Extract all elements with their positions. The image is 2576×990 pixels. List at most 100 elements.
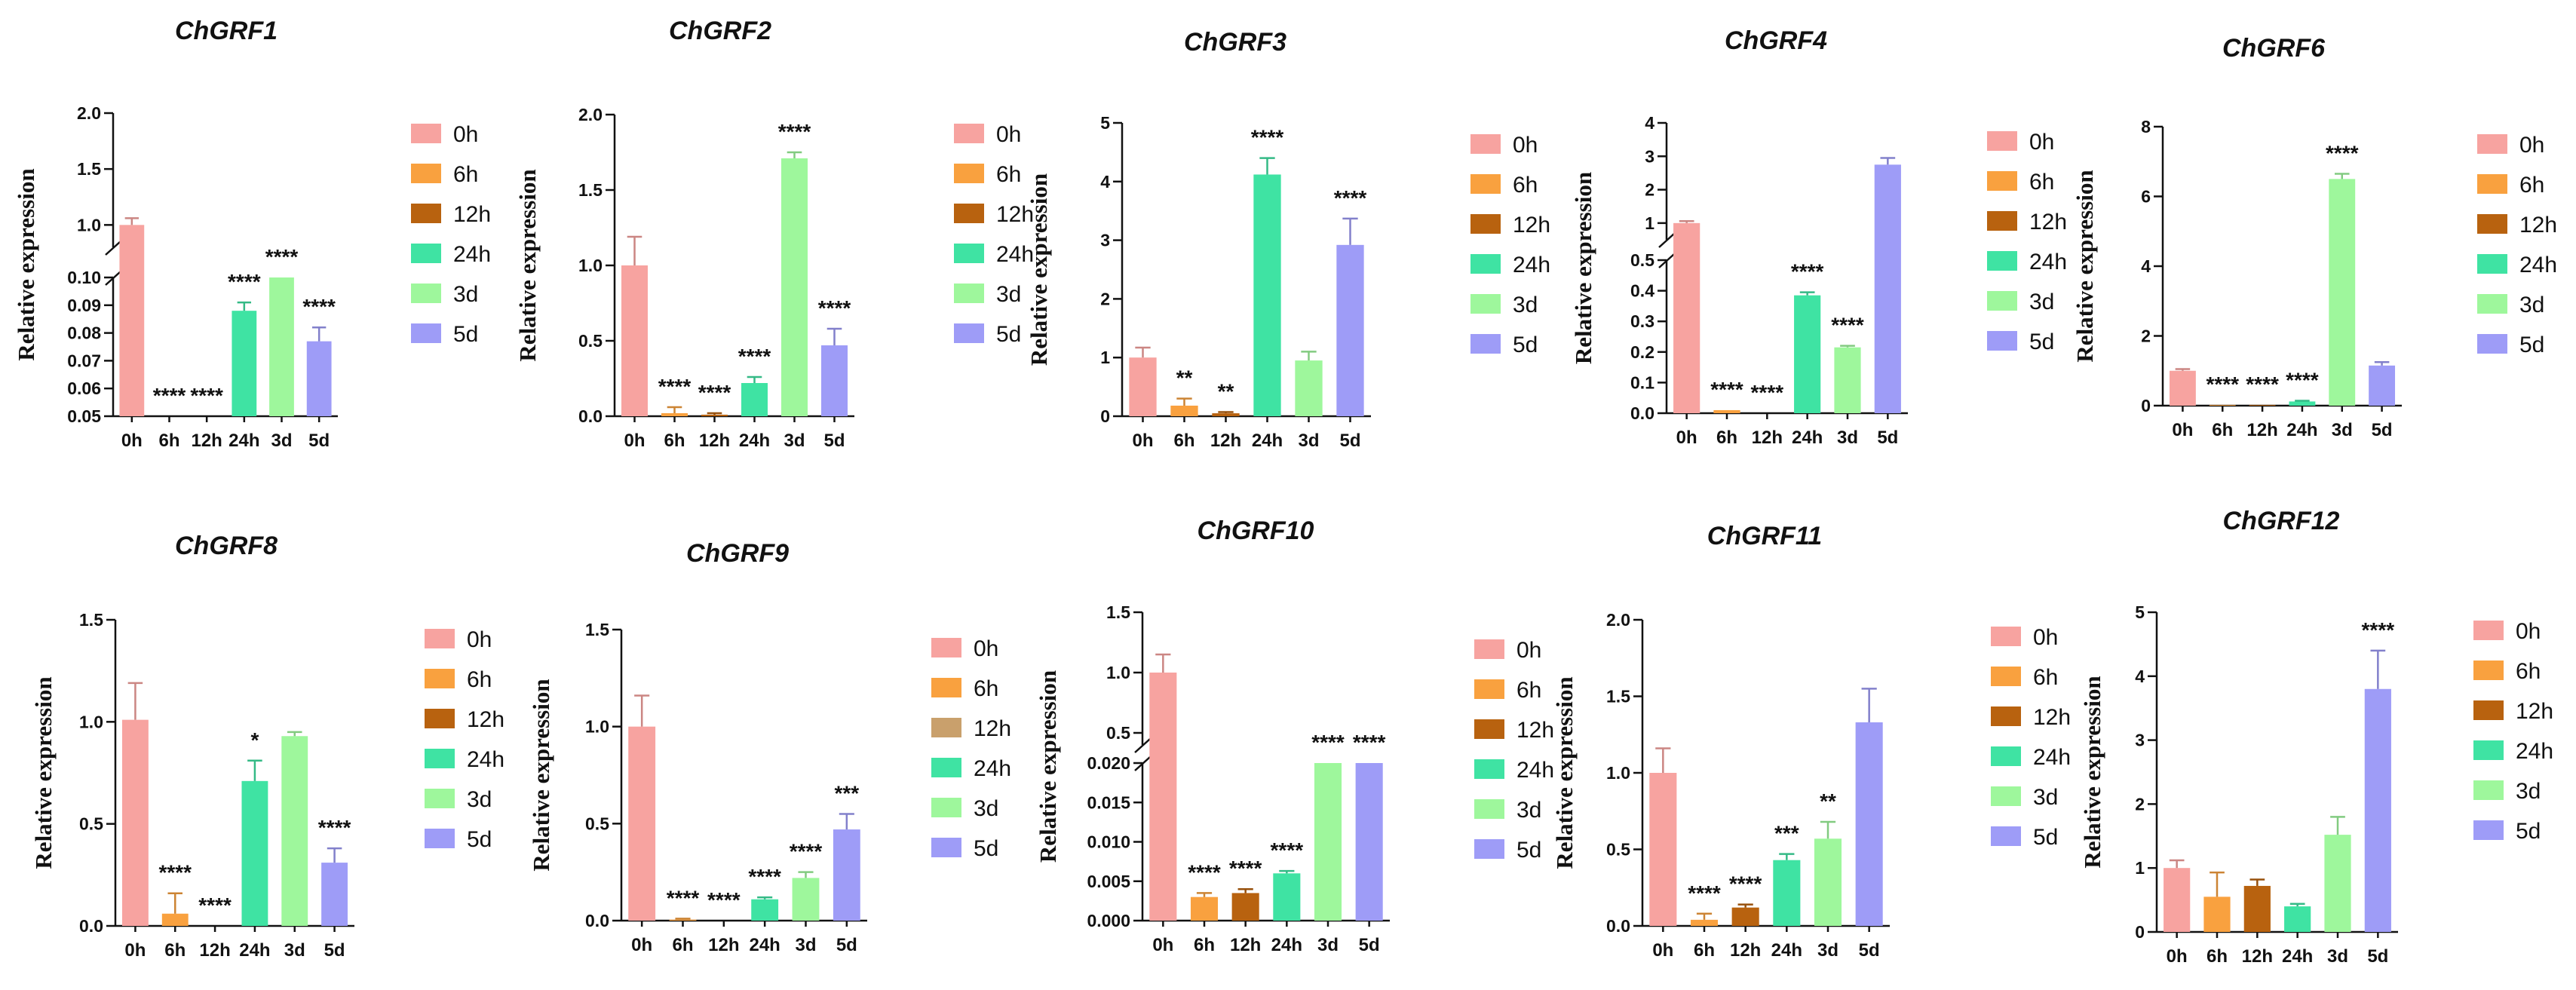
legend-label: 6h bbox=[2033, 665, 2058, 690]
legend-label: 12h bbox=[1513, 213, 1550, 238]
legend-label: 6h bbox=[467, 667, 492, 692]
y-axis-label: Relative expression bbox=[1551, 676, 1578, 869]
legend-label: 12h bbox=[974, 716, 1011, 741]
legend-label: 24h bbox=[996, 242, 1034, 267]
y-tick-label: 1.5 bbox=[79, 610, 103, 630]
legend-label: 24h bbox=[2033, 745, 2071, 770]
chart-title: ChGRF12 bbox=[2223, 507, 2340, 535]
bar bbox=[833, 829, 860, 921]
chart-title: ChGRF6 bbox=[2222, 34, 2326, 63]
significance-label: **** bbox=[1831, 314, 1864, 337]
significance-label: **** bbox=[1271, 838, 1304, 862]
y-tick-label: 1.0 bbox=[1106, 663, 1130, 682]
bar bbox=[1231, 893, 1259, 921]
x-tick-label: 6h bbox=[1694, 940, 1715, 961]
legend-label: 6h bbox=[2519, 173, 2544, 198]
legend: 0h 6h 12h 24h 3d 5d bbox=[2473, 619, 2553, 844]
legend-swatch bbox=[1991, 826, 2021, 846]
bar bbox=[661, 413, 688, 416]
y-tick-label: 0.3 bbox=[1630, 311, 1654, 331]
bar bbox=[1673, 222, 1700, 413]
y-tick-label: 1 bbox=[2135, 858, 2145, 878]
y-tick-label: 0.005 bbox=[1087, 872, 1130, 891]
y-tick-label: 0.5 bbox=[79, 814, 103, 834]
legend-label: 0h bbox=[1516, 638, 1541, 663]
chart-panel: ChGRF6 Relative expression 0 2 4 6 8 0h 6h **** 12… bbox=[2072, 34, 2557, 440]
y-tick-label: 1.5 bbox=[1606, 687, 1630, 706]
x-tick-label: 3d bbox=[784, 431, 805, 451]
chart-title: ChGRF8 bbox=[175, 532, 278, 560]
y-axis-label: Relative expression bbox=[13, 168, 39, 360]
bar bbox=[1212, 413, 1240, 416]
legend-label: 0h bbox=[974, 636, 998, 661]
x-tick-label: 24h bbox=[1771, 940, 1802, 961]
legend-swatch bbox=[1474, 719, 1504, 739]
chart-panel: ChGRF4 Relative expression 1 2 3 4 0.0 0.1 0.2 0.… bbox=[1570, 26, 2067, 448]
legend-swatch bbox=[1991, 786, 2021, 806]
significance-label: **** bbox=[2326, 141, 2359, 164]
y-tick-label: 0.05 bbox=[67, 406, 101, 426]
bar bbox=[621, 265, 648, 416]
legend-label: 5d bbox=[2516, 819, 2541, 844]
y-tick-label: 2.0 bbox=[1606, 610, 1630, 630]
x-tick-label: 0h bbox=[2172, 420, 2193, 440]
significance-label: ** bbox=[1218, 380, 1234, 403]
bar bbox=[1794, 295, 1821, 413]
legend-label: 0h bbox=[2029, 130, 2054, 155]
legend-swatch bbox=[954, 164, 984, 183]
legend-swatch bbox=[425, 749, 455, 768]
legend-label: 24h bbox=[2516, 739, 2553, 764]
y-tick-label: 0.0 bbox=[1630, 403, 1654, 423]
x-tick-label: 6h bbox=[672, 935, 693, 955]
legend-swatch bbox=[954, 124, 984, 143]
bar bbox=[1314, 763, 1342, 921]
significance-label: **** bbox=[2362, 618, 2395, 642]
x-tick-label: 12h bbox=[1230, 935, 1261, 955]
bar bbox=[2203, 897, 2231, 932]
x-tick-label: 3d bbox=[2332, 420, 2353, 440]
bar bbox=[2169, 370, 2196, 406]
legend-label: 0h bbox=[453, 122, 478, 147]
legend-label: 3d bbox=[453, 282, 478, 307]
y-tick-label: 0.0 bbox=[578, 406, 603, 426]
legend-label: 5d bbox=[2519, 333, 2544, 357]
x-tick-label: 0h bbox=[1652, 940, 1673, 961]
legend: 0h 6h 12h 24h 3d 5d bbox=[425, 627, 504, 852]
significance-label: ** bbox=[1176, 366, 1193, 390]
bar bbox=[2369, 365, 2396, 406]
legend-label: 0h bbox=[2033, 625, 2058, 650]
x-tick-label: 5d bbox=[836, 935, 857, 955]
bar bbox=[1649, 773, 1677, 926]
legend-label: 24h bbox=[1516, 758, 1554, 783]
bar bbox=[1814, 838, 1842, 926]
bar bbox=[792, 878, 820, 921]
bar bbox=[1713, 409, 1740, 413]
legend-label: 5d bbox=[453, 322, 478, 347]
x-tick-label: 24h bbox=[2286, 420, 2317, 440]
chart-title: ChGRF2 bbox=[669, 17, 771, 45]
y-tick-label: 4 bbox=[1100, 172, 1110, 192]
legend-label: 3d bbox=[1513, 293, 1538, 317]
significance-label: **** bbox=[667, 886, 700, 909]
bar bbox=[751, 899, 779, 921]
legend-swatch bbox=[1474, 839, 1504, 859]
legend-swatch bbox=[411, 244, 441, 263]
x-tick-label: 6h bbox=[2206, 946, 2228, 967]
bar bbox=[1336, 244, 1364, 416]
legend-label: 24h bbox=[467, 747, 504, 772]
y-tick-label: 3 bbox=[2135, 731, 2145, 750]
legend-swatch bbox=[425, 669, 455, 688]
bar bbox=[1273, 873, 1301, 921]
legend-label: 6h bbox=[453, 162, 478, 187]
legend-swatch bbox=[2473, 780, 2504, 800]
legend-swatch bbox=[1474, 799, 1504, 819]
significance-label: **** bbox=[198, 893, 232, 917]
x-tick-label: 6h bbox=[164, 940, 186, 961]
x-tick-label: 0h bbox=[1152, 935, 1173, 955]
legend-label: 12h bbox=[453, 202, 491, 227]
y-tick-label: 1 bbox=[1645, 213, 1654, 233]
x-tick-label: 6h bbox=[1716, 428, 1737, 448]
y-tick-label: 4 bbox=[2141, 256, 2151, 276]
x-tick-label: 0h bbox=[121, 431, 143, 451]
x-tick-label: 12h bbox=[2246, 420, 2277, 440]
